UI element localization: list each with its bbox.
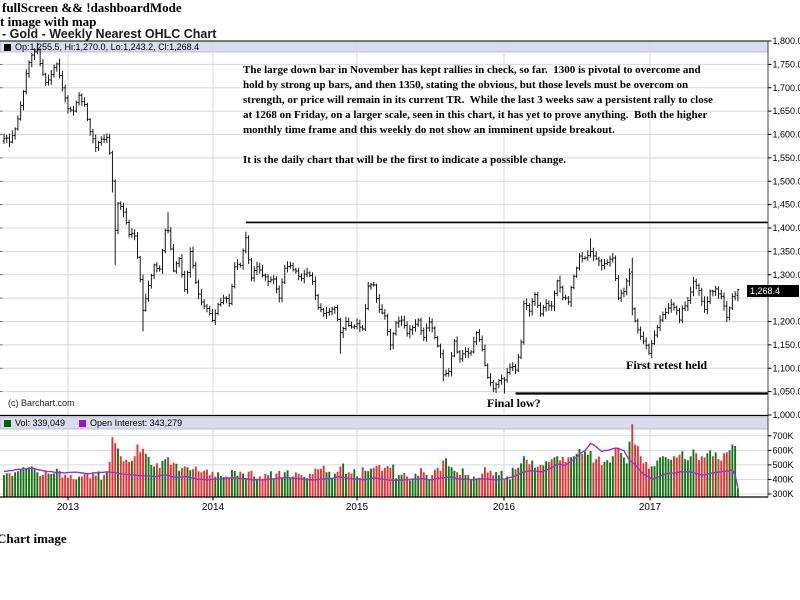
svg-text:500K: 500K bbox=[773, 460, 794, 470]
svg-text:2017: 2017 bbox=[639, 502, 662, 513]
ohlc-legend: Op:1,255.5, Hi:1,270.0, Lo:1,243.2, Cl:1… bbox=[0, 41, 768, 53]
svg-text:1,200.0: 1,200.0 bbox=[773, 317, 800, 327]
ohlc-legend-text: Op:1,255.5, Hi:1,270.0, Lo:1,243.2, Cl:1… bbox=[15, 42, 200, 52]
svg-text:1,100.0: 1,100.0 bbox=[773, 363, 800, 373]
ohlc-swatch-icon bbox=[4, 43, 11, 51]
annotation-final-low: Final low? bbox=[487, 396, 541, 410]
svg-text:2016: 2016 bbox=[493, 502, 516, 513]
volume-legend: Vol: 339,049 Open Interest: 343,279 bbox=[0, 417, 768, 429]
debug-header-text: fullScreen && !dashboardMode bbox=[2, 0, 182, 15]
last-price-badge: 1,268.4 bbox=[747, 285, 799, 297]
svg-text:1,750.0: 1,750.0 bbox=[773, 59, 800, 69]
svg-text:2015: 2015 bbox=[346, 502, 369, 513]
volume-legend-text: Vol: 339,049 bbox=[15, 418, 66, 428]
svg-text:1,000.0: 1,000.0 bbox=[773, 410, 800, 420]
annotation-first-retest: First retest held bbox=[626, 358, 708, 372]
svg-text:1,300.0: 1,300.0 bbox=[773, 270, 800, 280]
svg-text:1,050.0: 1,050.0 bbox=[773, 387, 800, 397]
svg-text:1,650.0: 1,650.0 bbox=[773, 106, 800, 116]
volume-swatch-icon bbox=[4, 419, 11, 427]
svg-text:1,800.0: 1,800.0 bbox=[773, 36, 800, 46]
svg-text:2013: 2013 bbox=[57, 502, 80, 513]
gold-weekly-ohlc-chart: 1,800.0 1,750.0 1,700.0 1,650.0 1,600.0 1,550… bbox=[0, 36, 800, 513]
svg-text:600K: 600K bbox=[773, 445, 794, 455]
svg-text:400K: 400K bbox=[773, 474, 794, 484]
copyright-text: (c) Barchart.com bbox=[8, 398, 75, 408]
open-interest-swatch-icon bbox=[79, 419, 87, 427]
svg-text:1,550.0: 1,550.0 bbox=[773, 153, 800, 163]
svg-text:1,500.0: 1,500.0 bbox=[773, 176, 800, 186]
svg-text:1,400.0: 1,400.0 bbox=[773, 223, 800, 233]
chart-title: - Gold - Weekly Nearest OHLC Chart bbox=[2, 27, 217, 41]
open-interest-legend-text: Open Interest: 343,279 bbox=[90, 418, 183, 428]
page-subtitle: t image with map bbox=[0, 14, 97, 29]
svg-text:300K: 300K bbox=[773, 489, 794, 499]
svg-text:2014: 2014 bbox=[202, 502, 225, 513]
svg-text:1,600.0: 1,600.0 bbox=[773, 130, 800, 140]
svg-text:1,700.0: 1,700.0 bbox=[773, 83, 800, 93]
footer-chart-image-text: Chart image bbox=[0, 531, 67, 546]
analyst-annotation: The large down bar in November has kept … bbox=[243, 64, 713, 166]
svg-text:1,350.0: 1,350.0 bbox=[773, 246, 800, 256]
svg-text:1,150.0: 1,150.0 bbox=[773, 340, 800, 350]
svg-text:700K: 700K bbox=[773, 431, 794, 441]
svg-text:1,450.0: 1,450.0 bbox=[773, 200, 800, 210]
